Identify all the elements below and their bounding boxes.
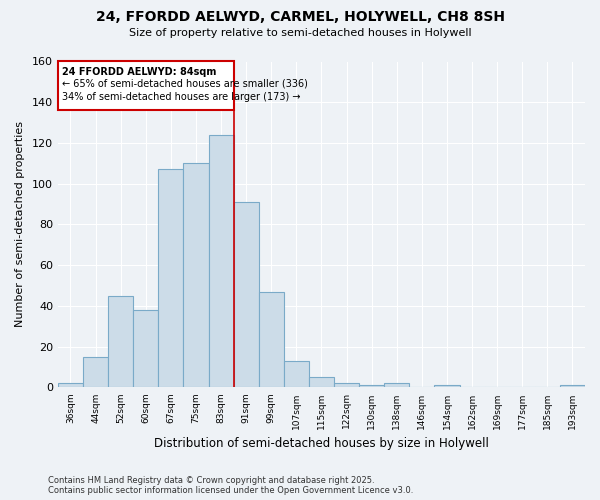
Bar bbox=[259, 292, 284, 388]
Bar bbox=[209, 135, 233, 388]
Bar bbox=[83, 357, 108, 388]
Bar bbox=[233, 202, 259, 388]
Bar bbox=[158, 170, 184, 388]
Bar bbox=[309, 377, 334, 388]
Bar bbox=[58, 384, 83, 388]
Bar bbox=[284, 361, 309, 388]
Text: Size of property relative to semi-detached houses in Holywell: Size of property relative to semi-detach… bbox=[128, 28, 472, 38]
Bar bbox=[384, 384, 409, 388]
Bar bbox=[108, 296, 133, 388]
Bar bbox=[434, 386, 460, 388]
Y-axis label: Number of semi-detached properties: Number of semi-detached properties bbox=[15, 122, 25, 328]
Bar bbox=[133, 310, 158, 388]
X-axis label: Distribution of semi-detached houses by size in Holywell: Distribution of semi-detached houses by … bbox=[154, 437, 489, 450]
Bar bbox=[560, 386, 585, 388]
FancyBboxPatch shape bbox=[58, 62, 233, 110]
Text: 24, FFORDD AELWYD, CARMEL, HOLYWELL, CH8 8SH: 24, FFORDD AELWYD, CARMEL, HOLYWELL, CH8… bbox=[95, 10, 505, 24]
Bar bbox=[359, 386, 384, 388]
Text: 24 FFORDD AELWYD: 84sqm: 24 FFORDD AELWYD: 84sqm bbox=[62, 66, 216, 76]
Text: ← 65% of semi-detached houses are smaller (336): ← 65% of semi-detached houses are smalle… bbox=[62, 79, 308, 89]
Bar bbox=[334, 384, 359, 388]
Text: 34% of semi-detached houses are larger (173) →: 34% of semi-detached houses are larger (… bbox=[62, 92, 300, 102]
Text: Contains HM Land Registry data © Crown copyright and database right 2025.
Contai: Contains HM Land Registry data © Crown c… bbox=[48, 476, 413, 495]
Bar bbox=[184, 164, 209, 388]
